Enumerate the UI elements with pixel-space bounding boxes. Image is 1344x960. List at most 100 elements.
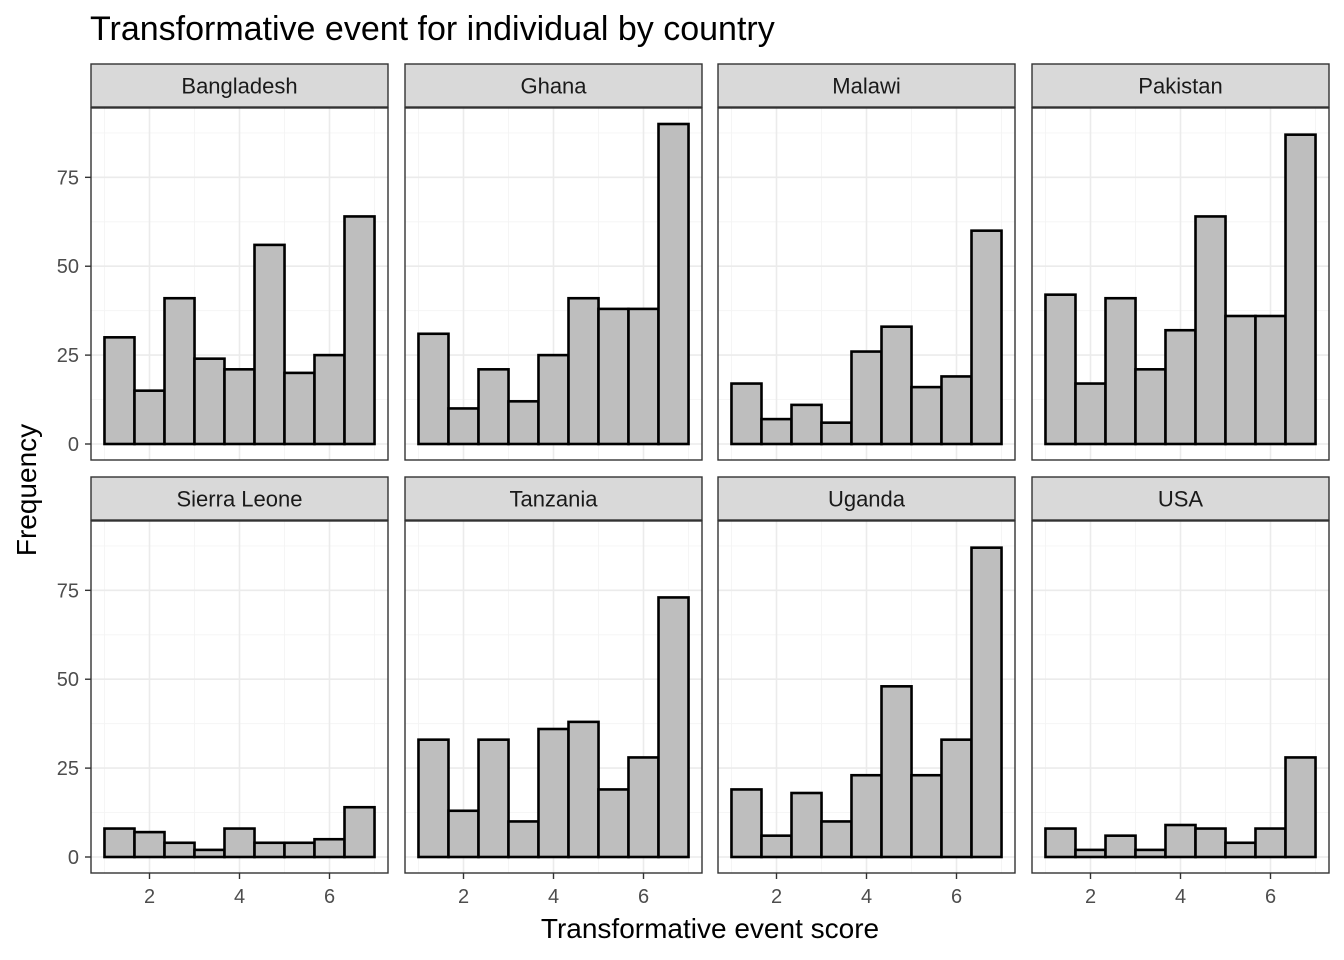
histogram-bar <box>193 357 226 446</box>
facet-strip-label: Bangladesh <box>181 74 297 99</box>
histogram-bar <box>223 368 256 446</box>
histogram-bar <box>283 841 316 859</box>
facet-strip-label: Sierra Leone <box>177 487 303 512</box>
histogram-bar <box>910 385 943 446</box>
histogram-bar <box>627 756 660 859</box>
x-tick-label: 6 <box>951 886 962 908</box>
panel-border <box>717 107 1016 461</box>
histogram-bar <box>103 336 136 446</box>
histogram-bar <box>567 296 600 446</box>
histogram-bar <box>477 738 510 859</box>
histogram-bar <box>163 841 196 859</box>
histogram-bar <box>820 820 853 859</box>
facet-strip <box>90 63 389 108</box>
histogram-bar <box>730 382 763 446</box>
histogram-bar <box>343 805 376 859</box>
x-tick-label: 2 <box>1085 886 1096 908</box>
histogram-bar <box>477 368 510 446</box>
x-tick-label: 4 <box>548 886 559 908</box>
facet-usa: USA 2 4 6 <box>1031 476 1330 908</box>
histogram-bar <box>1194 215 1227 446</box>
x-tick-label: 6 <box>324 886 335 908</box>
histogram-bar <box>597 788 630 859</box>
x-tick-label: 4 <box>1175 886 1186 908</box>
histogram-bar <box>880 325 913 446</box>
histogram-bar <box>283 371 316 446</box>
chart-title: Transformative event for individual by c… <box>90 10 775 48</box>
y-tick-label: 50 <box>57 669 79 691</box>
histogram-bar <box>103 827 136 859</box>
panel-border <box>1031 107 1330 461</box>
y-tick-label: 75 <box>57 580 79 602</box>
y-tick-label: 50 <box>57 256 79 278</box>
facet-strip-label: USA <box>1158 487 1204 512</box>
x-axis-title: Transformative event score <box>541 913 879 944</box>
y-tick-label: 25 <box>57 758 79 780</box>
histogram-bar <box>627 307 660 446</box>
histogram-bar <box>1254 314 1287 446</box>
y-tick-label: 0 <box>68 434 79 456</box>
histogram-bar <box>1074 382 1107 446</box>
x-tick-label: 4 <box>234 886 245 908</box>
histogram-bar <box>507 820 540 859</box>
facet-strip-label: Pakistan <box>1138 74 1222 99</box>
histogram-bar <box>417 332 450 446</box>
histogram-bar <box>1284 133 1317 446</box>
facet-strip-label: Uganda <box>828 487 906 512</box>
histogram-bar <box>910 773 943 859</box>
panel-border <box>90 107 389 461</box>
histogram-bar <box>850 773 883 859</box>
histogram-bar <box>597 307 630 446</box>
histogram-bar <box>790 403 823 446</box>
histogram-bar <box>1104 296 1137 446</box>
facet-strip <box>404 63 703 108</box>
y-tick-label: 75 <box>57 167 79 189</box>
histogram-bar <box>253 243 286 446</box>
histogram-bar <box>790 791 823 859</box>
facet-panels: Bangladesh 0 25 50 75 Ghana Malawi Pakistan Sier… <box>57 63 1330 908</box>
panel-border <box>404 107 703 461</box>
facet-strip <box>717 476 1016 521</box>
facet-pakistan: Pakistan <box>1031 63 1330 461</box>
histogram-bar <box>537 727 570 859</box>
histogram-bar <box>940 738 973 859</box>
histogram-bar <box>1224 314 1257 446</box>
histogram-bar <box>970 546 1003 859</box>
histogram-bar <box>760 834 793 859</box>
histogram-bar <box>820 421 853 446</box>
histogram-bar <box>1254 827 1287 859</box>
histogram-bar <box>193 848 226 859</box>
histogram-bar <box>447 407 480 446</box>
x-tick-label: 2 <box>458 886 469 908</box>
histogram-bar <box>1224 841 1257 859</box>
histogram-bar <box>1044 827 1077 859</box>
y-tick-label: 25 <box>57 345 79 367</box>
histogram-bar <box>657 596 690 859</box>
histogram-bar <box>1134 368 1167 446</box>
histogram-bar <box>1044 293 1077 446</box>
histogram-bar <box>730 788 763 859</box>
histogram-bar <box>537 353 570 446</box>
facet-uganda: Uganda 2 4 6 <box>717 476 1016 908</box>
y-axis-title: Frequency <box>11 424 42 556</box>
histogram-bar <box>507 400 540 446</box>
histogram-bar <box>133 830 166 859</box>
x-tick-label: 4 <box>861 886 872 908</box>
histogram-bar <box>940 375 973 446</box>
facet-ghana: Ghana <box>404 63 703 461</box>
histogram-bar <box>970 229 1003 446</box>
facet-bangladesh: Bangladesh 0 25 50 75 <box>57 63 389 461</box>
facet-strip <box>404 476 703 521</box>
histogram-bar <box>1194 827 1227 859</box>
facet-strip <box>1031 476 1330 521</box>
histogram-bar <box>343 215 376 446</box>
facet-strip-label: Malawi <box>832 74 900 99</box>
x-tick-label: 2 <box>144 886 155 908</box>
histogram-bar <box>657 122 690 446</box>
histogram-bar <box>1284 756 1317 859</box>
x-tick-label: 2 <box>771 886 782 908</box>
x-tick-label: 6 <box>1265 886 1276 908</box>
facet-sierra-leone: Sierra Leone 0 25 50 75 2 4 6 <box>57 476 389 908</box>
facet-tanzania: Tanzania 2 4 6 <box>404 476 703 908</box>
